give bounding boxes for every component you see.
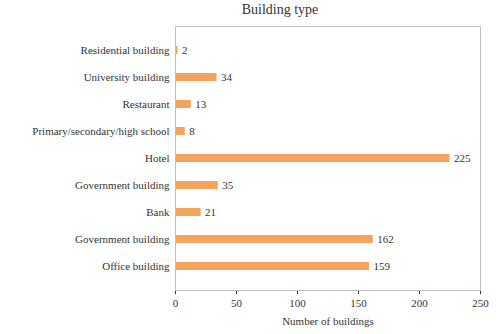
svg-text:225: 225 bbox=[454, 152, 471, 164]
html-text:Building type: Building type bbox=[241, 2, 319, 17]
svg-text:250: 250 bbox=[472, 297, 489, 309]
svg-text:162: 162 bbox=[377, 233, 394, 245]
svg-text:Residential building: Residential building bbox=[81, 44, 170, 56]
svg-text:Restaurant: Restaurant bbox=[122, 98, 169, 110]
svg-text:200: 200 bbox=[411, 297, 428, 309]
svg-text:100: 100 bbox=[289, 297, 306, 309]
svg-text:34: 34 bbox=[221, 71, 233, 83]
svg-text:159: 159 bbox=[373, 260, 390, 272]
svg-text:50: 50 bbox=[231, 297, 243, 309]
svg-text:Government building: Government building bbox=[75, 233, 170, 245]
svg-text:35: 35 bbox=[222, 179, 234, 191]
svg-text:0: 0 bbox=[173, 297, 179, 309]
svg-text:8: 8 bbox=[189, 125, 195, 137]
svg-text:Government building: Government building bbox=[75, 179, 170, 191]
svg-text:University building: University building bbox=[84, 71, 170, 83]
svg-text:2: 2 bbox=[182, 44, 188, 56]
svg-text:13: 13 bbox=[195, 98, 207, 110]
svg-text:21: 21 bbox=[205, 206, 216, 218]
svg-text:Bank: Bank bbox=[146, 206, 170, 218]
svg-text:Number of buildings: Number of buildings bbox=[282, 315, 374, 327]
svg-text:Primary/secondary/high school: Primary/secondary/high school bbox=[32, 125, 169, 137]
svg-text:Office building: Office building bbox=[102, 260, 170, 272]
svg-text:150: 150 bbox=[350, 297, 367, 309]
svg-text:Hotel: Hotel bbox=[145, 152, 169, 164]
